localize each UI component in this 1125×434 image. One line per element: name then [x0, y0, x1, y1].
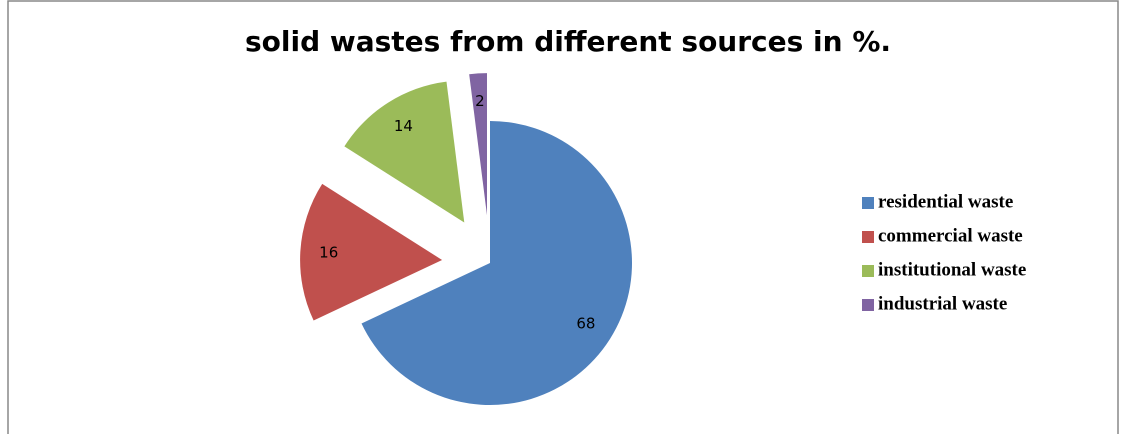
legend-swatch [862, 231, 874, 243]
data-label: 68 [576, 314, 595, 332]
legend-swatch [862, 299, 874, 311]
data-label: 16 [319, 243, 338, 261]
pie-slice [344, 81, 465, 223]
legend-label: residential waste [878, 191, 1013, 212]
legend-swatch [862, 197, 874, 209]
legend-label: industrial waste [878, 293, 1007, 314]
data-label: 14 [394, 117, 413, 135]
data-label: 2 [475, 92, 485, 110]
legend-label: institutional waste [878, 259, 1026, 280]
pie-slice [300, 183, 443, 321]
pie-slice [361, 121, 632, 405]
legend-swatch [862, 265, 874, 277]
chart-title: solid wastes from different sources in %… [245, 25, 891, 58]
legend-label: commercial waste [878, 225, 1023, 246]
pie-slice [469, 73, 487, 216]
